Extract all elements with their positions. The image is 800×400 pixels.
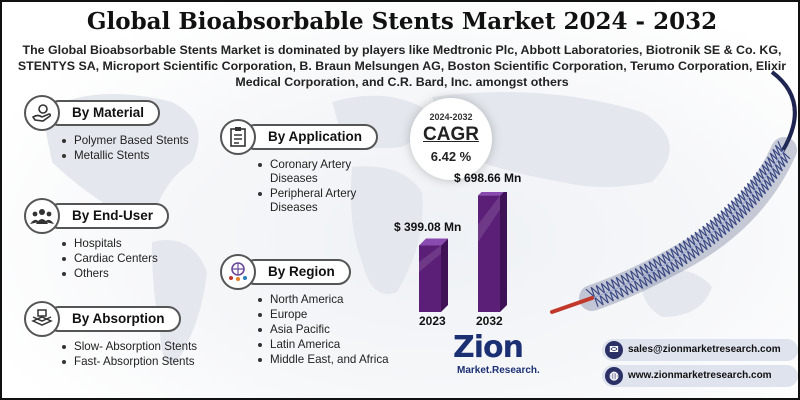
zion-logo: Zion Market.Research. [453, 332, 545, 382]
list-item: Hospitals [62, 237, 158, 251]
market-size-bar-chart [419, 192, 507, 312]
stent-illustration [550, 70, 797, 314]
list-item: Europe [258, 308, 389, 322]
list-item: Others [62, 267, 158, 281]
segment-label: By Material [46, 100, 161, 126]
website-text: www.zionmarketresearch.com [628, 370, 772, 381]
list-item: Asia Pacific [258, 323, 389, 337]
page-title: Global Bioabsorbable Stents Market 2024 … [86, 8, 718, 35]
bar-2032 [478, 192, 507, 312]
contact-email[interactable]: ✉ sales@zionmarketresearch.com [602, 339, 798, 361]
segment-by-material: By Material Polymer Based Stents Metalli… [24, 95, 204, 164]
page-subtitle: The Global Bioabsorbable Stents Market i… [17, 43, 787, 89]
email-text: sales@zionmarketresearch.com [628, 344, 781, 355]
segment-by-application: By Application Coronary Artery Diseases … [220, 119, 390, 216]
contact-website[interactable]: ◍ www.zionmarketresearch.com [602, 365, 798, 387]
bar-value-label: $ 698.66 Mn [454, 170, 522, 185]
world-map-background [42, 92, 712, 364]
list-item: Latin America [258, 338, 389, 352]
bar-category-label: 2023 [419, 314, 446, 328]
segment-by-end-user: By End-User Hospitals Cardiac Centers Ot… [24, 198, 170, 282]
list-item: Cardiac Centers [62, 252, 158, 265]
segment-label: By Region [242, 259, 351, 285]
clipboard-icon [220, 119, 256, 155]
list-item: Polymer Based Stents [62, 134, 204, 148]
cagr-period: 2024-2032 [429, 112, 473, 122]
logo-tagline: Market.Research. [457, 365, 540, 376]
segment-by-region: By Region North America Europe Asia Paci… [220, 254, 389, 368]
list-item: North America [258, 293, 389, 307]
list-item: Metallic Stents [62, 149, 204, 163]
bar-category-label: 2032 [476, 314, 503, 328]
segment-label: By End-User [46, 203, 170, 229]
layers-box-icon [24, 301, 60, 337]
globe-people-icon [220, 254, 256, 290]
cagr-badge: 2024-2032 CAGR 6.42 % [410, 98, 492, 180]
cagr-value: 6.42 % [430, 149, 472, 164]
segment-items: Polymer Based Stents Metallic Stents [24, 134, 204, 163]
hand-coin-icon [24, 95, 60, 131]
globe-icon: ◍ [605, 367, 623, 385]
list-item: Coronary Artery Diseases [258, 158, 380, 186]
segment-items: Hospitals Cardiac Centers Others [24, 237, 158, 281]
segment-label: By Application [242, 124, 379, 150]
segment-by-absorption: By Absorption Slow- Absorption Stents Fa… [24, 301, 204, 370]
envelope-icon: ✉ [605, 341, 623, 359]
segment-items: Slow- Absorption Stents Fast- Absorption… [24, 340, 204, 369]
bar-value-label: $ 399.08 Mn [394, 220, 462, 235]
list-item: Slow- Absorption Stents [62, 340, 204, 354]
list-item: Peripheral Artery Diseases [258, 187, 390, 215]
bar-2023 [419, 238, 448, 312]
list-item: Middle East, and Africa [258, 353, 389, 366]
list-item: Fast- Absorption Stents [62, 355, 204, 369]
cagr-label: CAGR [423, 124, 479, 145]
segment-label: By Absorption [46, 306, 181, 332]
segment-items: North America Europe Asia Pacific Latin … [220, 293, 389, 367]
segment-items: Coronary Artery Diseases Peripheral Arte… [220, 158, 390, 215]
people-group-icon [24, 198, 60, 234]
logo-name: Zion [453, 330, 524, 365]
